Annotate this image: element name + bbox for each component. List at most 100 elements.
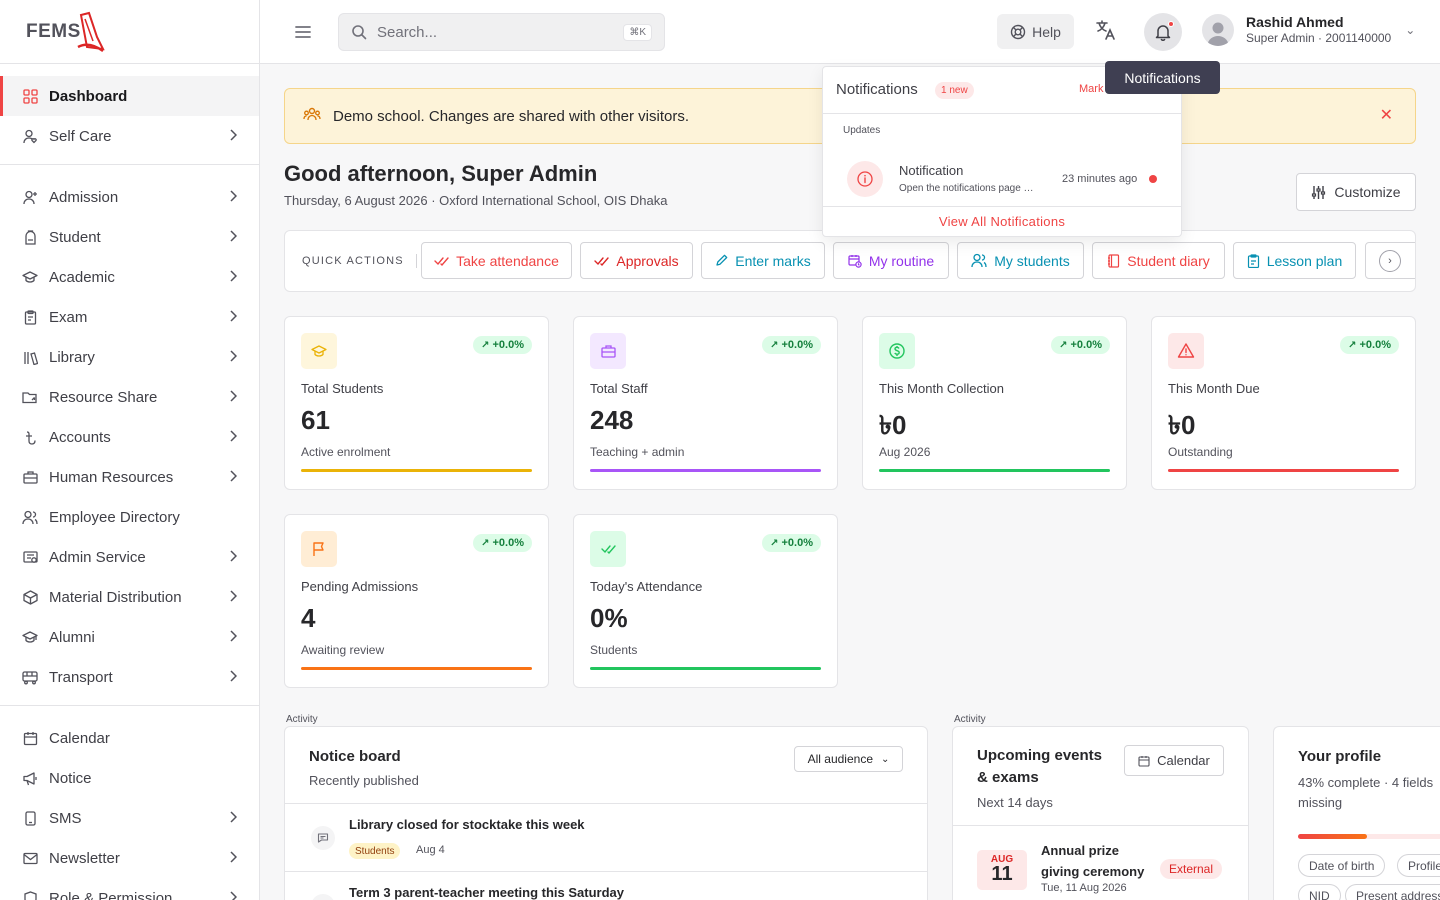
sidebar-item-accounts[interactable]: Accounts xyxy=(0,417,259,457)
sidebar-item-library[interactable]: Library xyxy=(0,337,259,377)
view-all-notifications-link[interactable]: View All Notifications xyxy=(938,214,1066,229)
chevron-right-icon xyxy=(229,269,238,285)
event-item[interactable]: AUG 11 Annual prize giving ceremony Tue,… xyxy=(953,825,1248,900)
sidebar-item-label: Material Distribution xyxy=(49,588,182,606)
trend-up-icon: ↗ xyxy=(1059,339,1068,351)
divider xyxy=(823,113,1181,114)
sidebar-item-resource-share[interactable]: Resource Share xyxy=(0,377,259,417)
backpack-icon xyxy=(22,229,38,245)
sidebar-item-role-permission[interactable]: Role & Permission xyxy=(0,878,259,900)
chevron-right-icon xyxy=(229,229,238,245)
quick-action-my-students[interactable]: My students xyxy=(957,242,1084,279)
package-icon xyxy=(22,589,38,605)
sidebar-item-sms[interactable]: SMS xyxy=(0,798,259,838)
missing-field-chip[interactable]: Date of birth xyxy=(1298,854,1386,877)
quick-actions-next-button[interactable]: › xyxy=(1365,242,1415,279)
stat-card-total-students[interactable]: ↗ +0.0% Total Students 61 Active enrolment xyxy=(284,316,549,490)
users-icon xyxy=(971,253,987,268)
list-item[interactable]: Term 3 parent-teacher meeting this Satur… xyxy=(285,871,927,900)
sidebar-item-transport[interactable]: Transport xyxy=(0,657,259,697)
sidebar-item-label: Notice xyxy=(49,769,92,787)
sidebar-item-admission[interactable]: Admission xyxy=(0,177,259,217)
admin-service-icon xyxy=(22,549,38,565)
trend-value: +0.0% xyxy=(492,339,525,351)
topbar: ⌘K Help Rashid Ahmed Super Admin · 20011… xyxy=(260,0,1440,64)
stat-caption: Aug 2026 xyxy=(879,445,931,459)
sidebar-item-alumni[interactable]: Alumni xyxy=(0,617,259,657)
stat-card-total-staff[interactable]: ↗ +0.0% Total Staff 248 Teaching + admin xyxy=(573,316,838,490)
stat-value: 0% xyxy=(590,603,628,633)
notification-title: Notification xyxy=(899,163,964,178)
notifications-dropdown: Notifications 1 new Mark all read Update… xyxy=(822,66,1182,237)
stat-accent-bar xyxy=(879,469,1110,472)
stat-value: 61 xyxy=(301,405,330,435)
search-box[interactable]: ⌘K xyxy=(338,13,665,51)
translate-button[interactable] xyxy=(1094,18,1122,46)
event-date-badge: AUG 11 xyxy=(977,850,1027,890)
quick-action-approvals[interactable]: Approvals xyxy=(580,242,693,279)
stat-card-today-s-attendance[interactable]: ↗ +0.0% Today's Attendance 0% Students xyxy=(573,514,838,688)
customize-button[interactable]: Customize xyxy=(1296,173,1416,211)
stat-caption: Awaiting review xyxy=(301,643,385,657)
sidebar-item-calendar[interactable]: Calendar xyxy=(0,718,259,758)
quick-action-my-routine[interactable]: My routine xyxy=(833,242,949,279)
trend-up-icon: ↗ xyxy=(770,339,779,351)
graduation-cap-icon xyxy=(301,333,337,369)
sidebar-item-employee-directory[interactable]: Employee Directory xyxy=(0,497,259,537)
quick-action-student-diary[interactable]: Student diary xyxy=(1092,242,1225,279)
sidebar-item-label: Role & Permission xyxy=(49,889,173,900)
calendar-button[interactable]: Calendar xyxy=(1124,745,1224,776)
notice-date: Aug 4 xyxy=(416,844,445,856)
missing-field-chip[interactable]: NID xyxy=(1298,884,1341,900)
quick-action-label: Lesson plan xyxy=(1266,252,1343,269)
notifications-button[interactable] xyxy=(1144,13,1182,51)
trend-badge: ↗ +0.0% xyxy=(1051,336,1110,354)
logo-book-icon xyxy=(77,11,105,52)
nav-group: Calendar Notice SMS Newsletter Role & Permis… xyxy=(0,706,259,900)
sidebar-item-student[interactable]: Student xyxy=(0,217,259,257)
sidebar-item-self-care[interactable]: Self Care xyxy=(0,116,259,156)
sidebar-item-exam[interactable]: Exam xyxy=(0,297,259,337)
sidebar: FEMS Dashboard Self Care Admission Student A… xyxy=(0,0,260,900)
missing-field-chip[interactable]: Present address xyxy=(1345,884,1440,900)
calendar-icon xyxy=(1138,755,1150,767)
double-check-icon xyxy=(590,531,626,567)
quick-action-take-attendance[interactable]: Take attendance xyxy=(421,242,572,279)
event-date: Tue, 11 Aug 2026 xyxy=(1041,882,1127,894)
stat-card-this-month-collection[interactable]: ↗ +0.0% This Month Collection ৳0 Aug 2026 xyxy=(862,316,1127,490)
quick-action-enter-marks[interactable]: Enter marks xyxy=(701,242,825,279)
close-icon[interactable]: ✕ xyxy=(1379,107,1393,124)
sidebar-item-academic[interactable]: Academic xyxy=(0,257,259,297)
sidebar-item-notice[interactable]: Notice xyxy=(0,758,259,798)
sidebar-item-human-resources[interactable]: Human Resources xyxy=(0,457,259,497)
stat-value: 248 xyxy=(590,405,634,435)
notebook-icon xyxy=(1107,253,1120,268)
missing-field-chip[interactable]: Profile photo xyxy=(1397,854,1440,877)
menu-toggle-icon[interactable] xyxy=(294,22,312,42)
clipboard-list-icon xyxy=(1247,253,1260,268)
app-logo[interactable]: FEMS xyxy=(0,0,259,64)
profile-progress-fill xyxy=(1298,834,1367,839)
stat-card-this-month-due[interactable]: ↗ +0.0% This Month Due ৳0 Outstanding xyxy=(1151,316,1416,490)
user-menu[interactable]: Rashid Ahmed Super Admin · 2001140000 ⌄ xyxy=(1202,14,1415,46)
stat-card-pending-admissions[interactable]: ↗ +0.0% Pending Admissions 4 Awaiting review xyxy=(284,514,549,688)
sidebar-item-label: Self Care xyxy=(49,127,112,145)
sidebar-item-dashboard[interactable]: Dashboard xyxy=(0,76,259,116)
help-button[interactable]: Help xyxy=(997,14,1074,49)
calendar-clock-icon xyxy=(848,254,862,268)
search-input[interactable] xyxy=(377,23,624,41)
list-item[interactable]: Library closed for stocktake this week S… xyxy=(285,803,927,871)
divider xyxy=(823,206,1181,207)
briefcase-icon xyxy=(590,333,626,369)
message-icon xyxy=(311,826,335,850)
quick-action-lesson-plan[interactable]: Lesson plan xyxy=(1233,242,1356,279)
notifications-section-label: Updates xyxy=(843,125,881,136)
sidebar-item-admin-service[interactable]: Admin Service xyxy=(0,537,259,577)
notice-board-panel: Notice board Recently published All audi… xyxy=(284,726,928,900)
folder-share-icon xyxy=(22,389,38,405)
sidebar-item-label: Human Resources xyxy=(49,468,174,486)
sidebar-item-material-distribution[interactable]: Material Distribution xyxy=(0,577,259,617)
sidebar-item-newsletter[interactable]: Newsletter xyxy=(0,838,259,878)
users-group-icon xyxy=(303,105,321,127)
audience-select[interactable]: All audience ⌄ xyxy=(794,746,903,772)
